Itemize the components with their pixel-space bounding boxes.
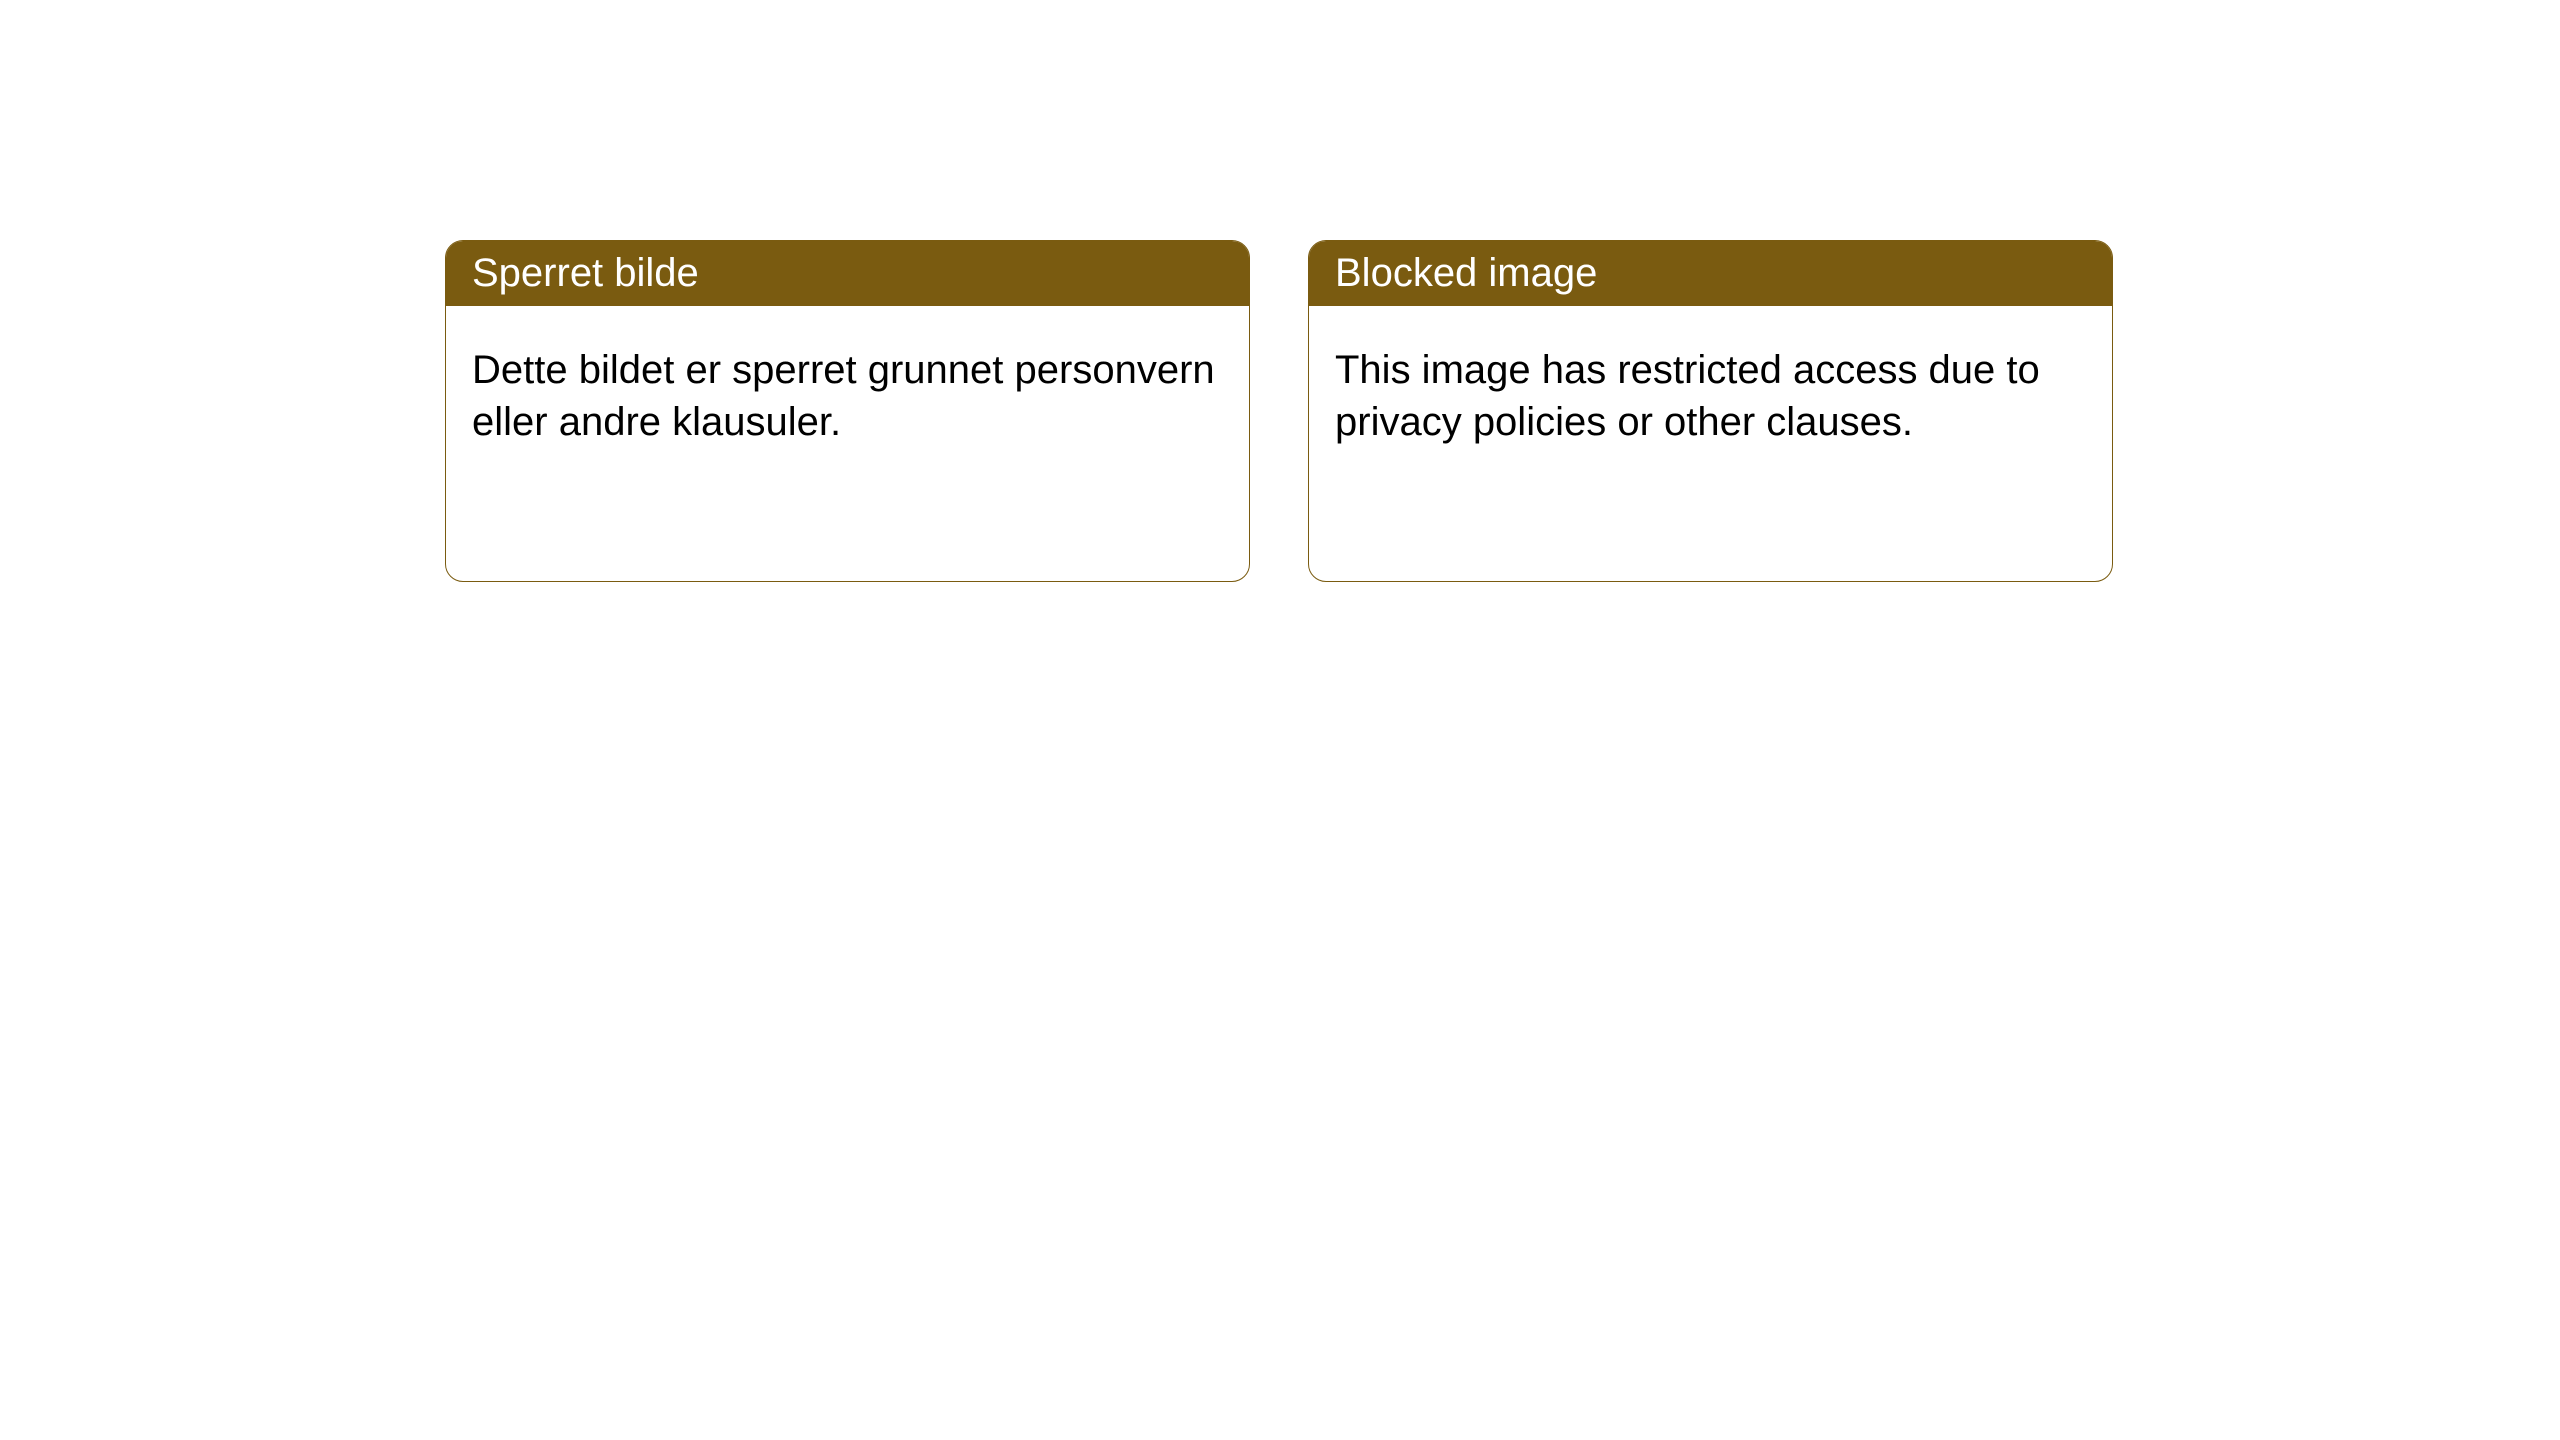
card-header-norwegian: Sperret bilde <box>446 241 1249 306</box>
card-body-english: This image has restricted access due to … <box>1309 306 2112 486</box>
card-english: Blocked image This image has restricted … <box>1308 240 2113 582</box>
card-body-norwegian: Dette bildet er sperret grunnet personve… <box>446 306 1249 486</box>
cards-container: Sperret bilde Dette bildet er sperret gr… <box>445 240 2113 582</box>
card-header-english: Blocked image <box>1309 241 2112 306</box>
card-norwegian: Sperret bilde Dette bildet er sperret gr… <box>445 240 1250 582</box>
